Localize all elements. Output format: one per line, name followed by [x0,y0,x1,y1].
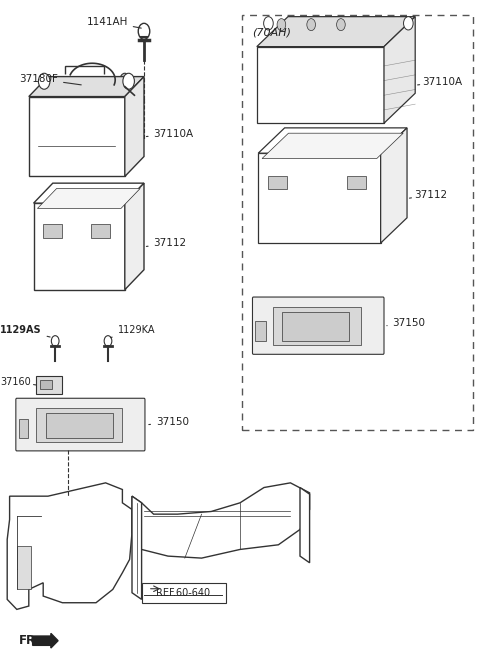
FancyArrow shape [33,633,58,648]
Text: REF.60-640: REF.60-640 [156,587,210,598]
Polygon shape [258,128,407,153]
Text: FR.: FR. [19,634,41,647]
Circle shape [404,17,413,30]
Polygon shape [262,133,403,159]
Bar [43,224,62,238]
Polygon shape [34,203,125,290]
Bar [142,583,226,603]
Bar [19,419,28,438]
Polygon shape [258,153,381,243]
Polygon shape [37,188,140,208]
Circle shape [51,336,59,346]
Polygon shape [7,483,132,609]
Circle shape [336,19,345,31]
Text: 37112: 37112 [409,190,447,200]
Text: 37180F: 37180F [19,74,81,85]
Bar [46,413,113,438]
Polygon shape [29,97,125,176]
Bar [347,176,366,189]
Polygon shape [132,496,142,599]
Bar [36,376,62,394]
Bar [255,321,266,341]
Polygon shape [257,17,415,47]
Bar [273,307,361,345]
Polygon shape [125,77,144,176]
Text: 1129AS: 1129AS [0,325,50,337]
Polygon shape [257,47,384,123]
Circle shape [123,73,134,89]
Text: 1129KA: 1129KA [110,325,155,338]
Circle shape [104,336,112,346]
Text: 37150: 37150 [149,416,189,427]
Polygon shape [132,483,310,558]
Text: 37150: 37150 [387,318,426,328]
Bar [282,312,349,341]
Bar [36,408,122,442]
Bar [17,546,31,589]
Circle shape [138,23,150,39]
Text: 1141AH: 1141AH [86,17,141,28]
Circle shape [120,73,130,87]
Circle shape [277,19,286,31]
Bar [40,380,52,389]
Text: 37110A: 37110A [418,77,463,87]
Bar [91,224,110,238]
Bar [242,15,473,430]
Circle shape [38,73,50,89]
Polygon shape [381,128,407,243]
Polygon shape [384,17,415,123]
Text: 37112: 37112 [146,238,187,248]
Polygon shape [34,183,144,203]
Polygon shape [125,183,144,290]
Circle shape [264,17,273,30]
Polygon shape [300,488,310,563]
Circle shape [81,77,92,93]
Text: (70AH): (70AH) [252,27,291,37]
FancyBboxPatch shape [16,398,145,451]
Text: 37110A: 37110A [146,129,194,139]
Circle shape [307,19,315,31]
FancyBboxPatch shape [252,297,384,354]
Polygon shape [29,77,144,97]
Text: 37160: 37160 [0,377,36,387]
Bar [268,176,287,189]
